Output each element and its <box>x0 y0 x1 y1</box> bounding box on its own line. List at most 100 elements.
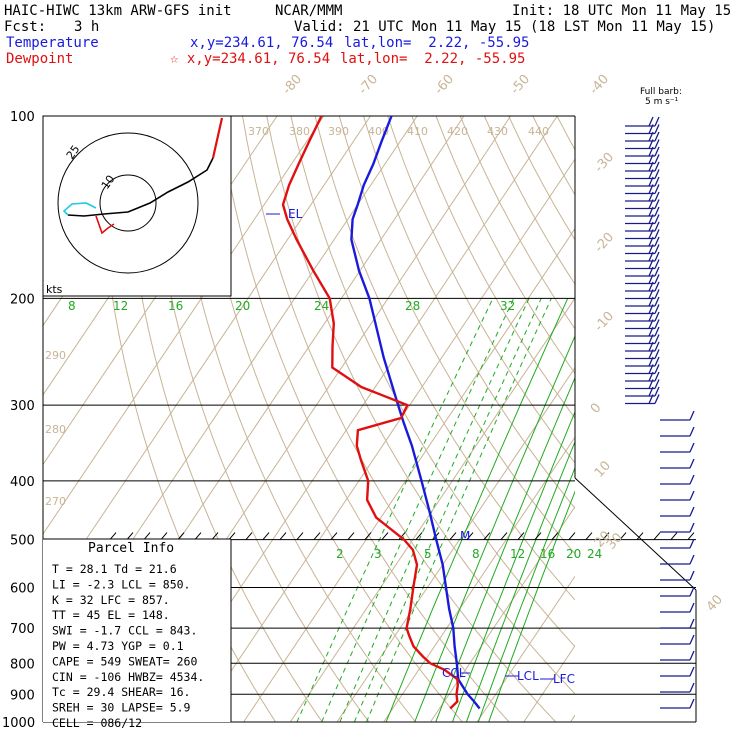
barb-legend-line2: 5 m s⁻¹ <box>645 97 679 107</box>
dry-adiabat-label: 440 <box>528 125 549 138</box>
isotherm-label: -20 <box>592 230 617 256</box>
pressure-label: 200 <box>10 292 35 307</box>
mixing-ratio-line <box>435 376 575 722</box>
parcel-info-row: Tc = 29.4 SHEAR= 16. <box>52 685 190 699</box>
mixing-ratio-label: 2 <box>336 547 344 561</box>
level-hatch <box>364 532 372 540</box>
wind-barb-flag <box>648 296 654 307</box>
wind-barb-flag <box>648 184 654 194</box>
wind-barb-flag <box>689 538 695 549</box>
dewpoint-profile <box>281 116 460 710</box>
wind-barb-flag <box>648 131 654 142</box>
wind-barb-flag <box>654 371 660 382</box>
wind-barb-flag <box>654 154 660 164</box>
dry-adiabat <box>459 116 575 330</box>
wind-barb-flag <box>648 139 654 149</box>
mixing-ratio-label: 24 <box>314 299 329 313</box>
dry-adiabat <box>581 116 740 722</box>
mixing-ratio-label: 16 <box>540 547 555 561</box>
parcel-info-row: TT = 45 EL = 148. <box>52 608 170 622</box>
dry-adiabat-label: 430 <box>487 125 508 138</box>
wind-barb-flag <box>648 259 654 269</box>
parcel-info-row: PW = 4.73 YGP = 0.1 <box>52 639 184 653</box>
mixing-ratio-label: 32 <box>500 299 515 313</box>
level-hatch <box>636 532 644 540</box>
wind-barb-flag <box>689 666 695 677</box>
annotation-lcl: LCL <box>517 669 539 683</box>
wind-barb-flag <box>689 442 695 453</box>
mixing-ratio-line <box>296 298 494 722</box>
wind-barb-flag <box>689 410 695 421</box>
hodograph-frame <box>42 115 232 297</box>
temperature-xy: x,y=234.61, 76.54 <box>190 35 334 51</box>
pressure-label: 700 <box>10 622 35 637</box>
parcel-info-row: CELL = 086/12 <box>52 716 142 730</box>
dry-adiabat <box>483 116 575 286</box>
mixing-ratio-label: 12 <box>510 547 525 561</box>
isotherm-line <box>523 644 575 722</box>
wind-barb-flag <box>689 650 695 661</box>
wind-barb-flag <box>654 349 660 359</box>
parcel-info-row: K = 32 LFC = 857. <box>52 593 170 607</box>
mixing-ratio-line <box>366 298 552 722</box>
annotation-m: M <box>460 529 470 543</box>
dry-adiabat-label: 370 <box>248 125 269 138</box>
hodograph-units: kts <box>46 283 63 296</box>
mixing-ratio-label: 12 <box>113 299 128 313</box>
isotherm-label: -10 <box>592 309 617 335</box>
level-hatch <box>449 532 457 540</box>
wind-barb-flag <box>654 379 660 389</box>
parcel-info-row: CAPE = 549 SWEAT= 260 <box>52 654 197 668</box>
dry-adiabat-label: 420 <box>447 125 468 138</box>
wind-barb-flag <box>654 274 660 284</box>
dry-adiabat-label: 280 <box>45 423 66 436</box>
level-hatch <box>228 532 236 540</box>
mixing-ratio-grid <box>296 298 575 722</box>
level-hatch <box>245 532 253 540</box>
mixing-ratio-label: 28 <box>405 299 420 313</box>
pressure-label: 1000 <box>2 716 35 731</box>
wind-barb-flag <box>689 602 695 613</box>
wind-barb-flag <box>689 634 695 645</box>
wind-barb-flag <box>689 698 695 709</box>
level-hatch <box>126 532 134 540</box>
wind-barb-flag <box>648 116 654 127</box>
pressure-label: 500 <box>10 534 35 549</box>
wind-barb-flag <box>689 554 695 565</box>
wind-barb-flag <box>654 191 660 202</box>
dry-adiabat <box>363 116 575 509</box>
level-hatch <box>483 532 491 540</box>
pressure-label: 800 <box>10 657 35 672</box>
wind-barb-flag <box>648 176 654 187</box>
level-hatch <box>381 532 389 540</box>
mixing-ratio-label: 16 <box>168 299 183 313</box>
wind-barb-flag <box>654 229 660 239</box>
pressure-label: 300 <box>10 399 35 414</box>
level-hatch <box>517 532 525 540</box>
wind-barb-flag <box>654 146 660 157</box>
wind-barb-flag <box>648 124 654 134</box>
org-label: NCAR/MMM <box>275 3 343 19</box>
wind-barb-flag <box>648 146 654 157</box>
parcel-info-row: LI = -2.3 LCL = 850. <box>52 577 190 591</box>
isotherm-label: -70 <box>356 72 381 98</box>
wind-barb-flag <box>654 334 660 344</box>
pressure-label: 600 <box>10 582 35 597</box>
wind-barb-flag <box>648 356 654 367</box>
dry-adiabat <box>435 116 575 375</box>
hodograph-ring-outer <box>57 132 199 274</box>
wind-barb-flag <box>689 458 695 469</box>
dry-adiabat <box>314 116 575 601</box>
isotherm-label: 0 <box>588 400 605 416</box>
wind-barb-flag <box>648 326 654 337</box>
wind-barb-flag <box>648 154 654 164</box>
parcel-info-row: SWI = -1.7 CCL = 843. <box>52 624 197 638</box>
wind-barb-flag <box>648 266 654 277</box>
level-hatch <box>585 532 593 540</box>
level-hatch <box>160 532 168 540</box>
dry-adiabat <box>556 116 575 151</box>
isotherm-label: -60 <box>432 72 457 98</box>
wind-barb-flag <box>654 199 660 209</box>
